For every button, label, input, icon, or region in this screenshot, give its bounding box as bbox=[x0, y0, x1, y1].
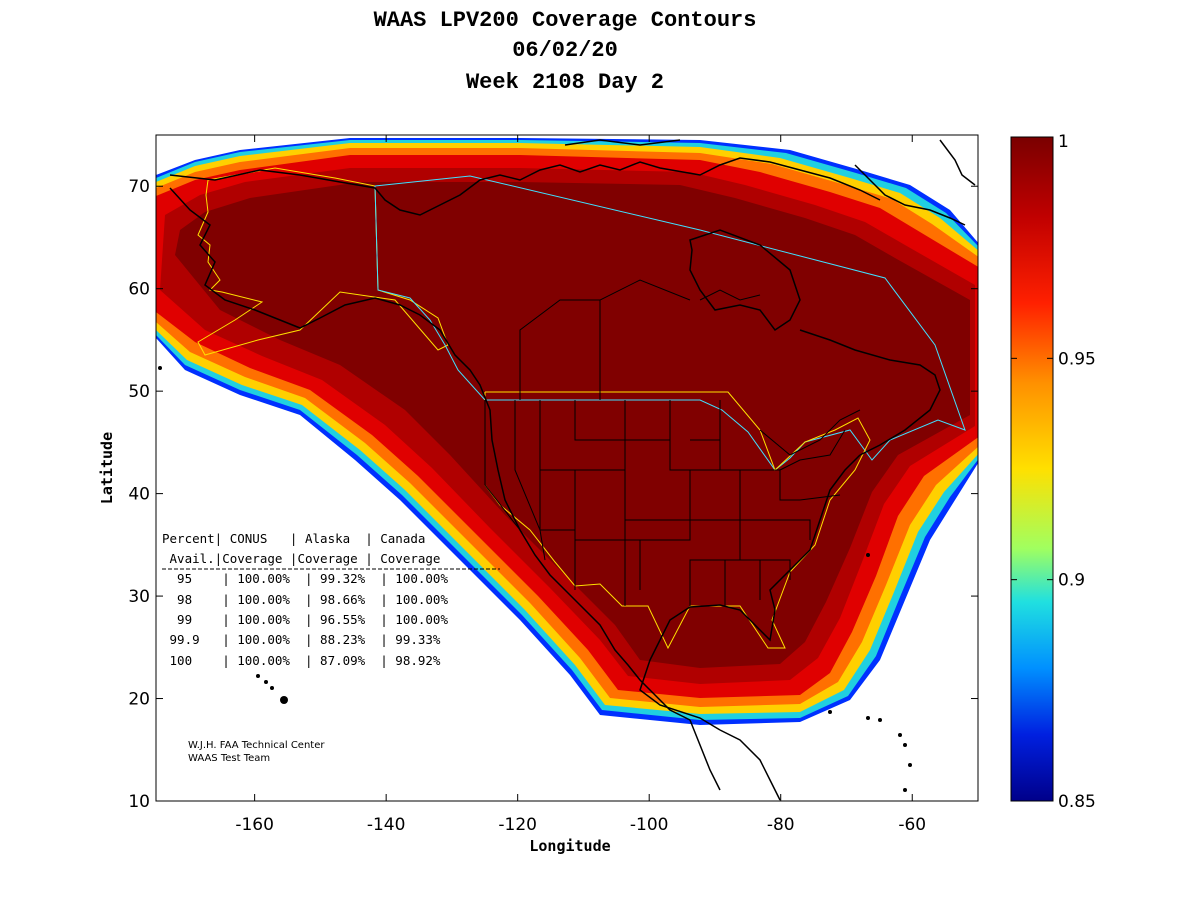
coverage-table: Percent| CONUS | Alaska | Canada Avail.|… bbox=[162, 531, 500, 668]
plot-area bbox=[156, 135, 978, 801]
credit-line2: WAAS Test Team bbox=[188, 753, 270, 764]
x-tick-label: -60 bbox=[898, 815, 926, 835]
colorbar bbox=[1010, 136, 1054, 802]
plot-frame bbox=[155, 134, 979, 802]
colorbar-tick-label: 1 bbox=[1058, 132, 1069, 152]
conus-boundary bbox=[484, 391, 871, 650]
colorbar-tick-label: 0.95 bbox=[1058, 349, 1096, 369]
x-tick-labels: -160 -140 -120 -100 -80 -60 bbox=[235, 815, 926, 835]
y-tick-label: 30 bbox=[128, 587, 150, 607]
x-axis-label: Longitude bbox=[529, 837, 610, 855]
islands bbox=[158, 366, 912, 792]
axis-ticks bbox=[156, 135, 978, 802]
y-tick-label: 60 bbox=[128, 280, 150, 300]
coastlines bbox=[169, 139, 976, 801]
table-row: 99 | 100.00% | 96.55% | 100.00% bbox=[162, 612, 448, 627]
y-axis-label: Latitude bbox=[98, 432, 116, 504]
table-row: 99.9 | 100.00% | 88.23% | 99.33% bbox=[162, 632, 441, 647]
x-tick-label: -100 bbox=[630, 815, 669, 835]
colorbar-tick-label: 0.9 bbox=[1058, 571, 1085, 591]
table-row: 100 | 100.00% | 87.09% | 98.92% bbox=[162, 653, 441, 668]
map-title-line2: 06/02/20 bbox=[512, 38, 618, 63]
y-tick-label: 50 bbox=[128, 382, 150, 402]
x-tick-label: -140 bbox=[367, 815, 406, 835]
colorbar-tick-label: 0.85 bbox=[1058, 792, 1096, 812]
x-tick-label: -120 bbox=[498, 815, 537, 835]
colorbar-ticks: 1 0.95 0.9 0.85 bbox=[1011, 132, 1096, 812]
map-title-line3: Week 2108 Day 2 bbox=[465, 70, 665, 95]
state-borders bbox=[484, 279, 861, 606]
y-tick-label: 20 bbox=[128, 690, 150, 710]
y-tick-label: 10 bbox=[128, 792, 150, 812]
x-tick-label: -80 bbox=[767, 815, 795, 835]
x-tick-label: -160 bbox=[235, 815, 274, 835]
table-header-row1: Percent| CONUS | Alaska | Canada bbox=[162, 531, 425, 546]
y-tick-label: 40 bbox=[128, 485, 150, 505]
table-header-row2: Avail.|Coverage |Coverage | Coverage bbox=[162, 551, 440, 566]
credit-line1: W.J.H. FAA Technical Center bbox=[188, 740, 325, 751]
y-tick-labels: 10 20 30 40 50 60 70 bbox=[128, 177, 150, 812]
y-tick-label: 70 bbox=[128, 177, 150, 197]
table-row: 98 | 100.00% | 98.66% | 100.00% bbox=[162, 592, 448, 607]
table-row: 95 | 100.00% | 99.32% | 100.00% bbox=[162, 571, 448, 586]
map-title-line1: WAAS LPV200 Coverage Contours bbox=[373, 8, 757, 33]
coverage-core bbox=[175, 182, 970, 668]
canada-boundary bbox=[374, 175, 966, 471]
